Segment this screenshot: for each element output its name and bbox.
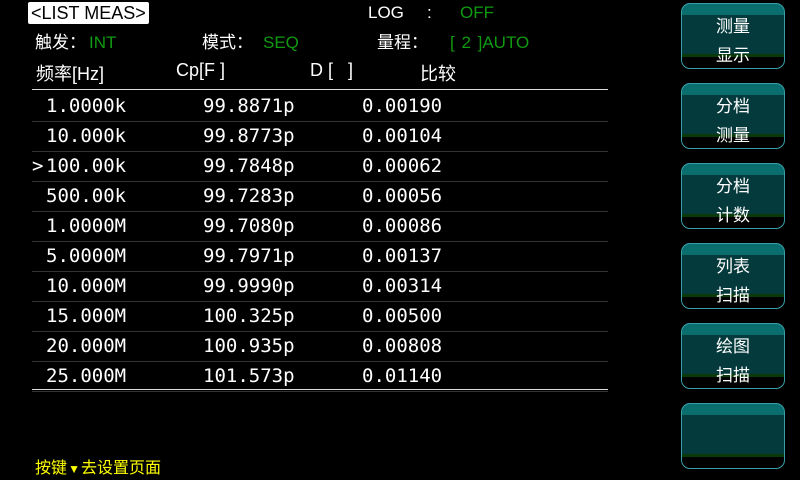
hint-suffix: 去设置页面	[81, 460, 162, 477]
page-title: <LIST MEAS>	[28, 2, 149, 24]
freq-cell: 1.0000M	[46, 215, 127, 237]
softkey-6[interactable]	[681, 403, 785, 469]
softkey-3[interactable]: 分档 计数	[681, 163, 785, 229]
col-freq: 频率[Hz]	[36, 64, 105, 84]
cp-cell: 101.573p	[203, 365, 295, 387]
log-value[interactable]: OFF	[460, 3, 494, 22]
table-row[interactable]: 5.0000M 99.7971p 0.00137	[32, 241, 608, 272]
freq-cell: 500.00k	[46, 185, 127, 207]
freq-cell: 25.000M	[46, 365, 127, 387]
freq-cell: 1.0000k	[46, 95, 127, 117]
softkey-line1: 分档	[716, 177, 750, 196]
cp-cell: 99.8773p	[203, 125, 295, 147]
softkey-line2: 测量	[716, 126, 750, 145]
softkey-4[interactable]: 列表 扫描	[681, 243, 785, 309]
table-bottom-divider	[32, 389, 608, 390]
cp-cell: 99.7848p	[203, 155, 295, 177]
cp-cell: 100.935p	[203, 335, 295, 357]
hint-text: 按键▼去设置页面	[35, 454, 161, 478]
table-row[interactable]: 25.000M 101.573p 0.01140	[32, 361, 608, 392]
table-row[interactable]: 10.000k 99.8773p 0.00104	[32, 121, 608, 152]
freq-cell: 100.00k	[46, 155, 127, 177]
table-row[interactable]: 500.00k 99.7283p 0.00056	[32, 181, 608, 212]
cp-cell: 99.7283p	[203, 185, 295, 207]
d-cell: 0.00062	[362, 155, 443, 177]
d-cell: 0.00086	[362, 215, 443, 237]
softkey-5[interactable]: 绘图 扫描	[681, 323, 785, 389]
mode-value[interactable]: SEQ	[263, 33, 299, 52]
d-cell: 0.00500	[362, 305, 443, 327]
softkey-1[interactable]: 测量 显示	[681, 3, 785, 69]
d-cell: 0.00808	[362, 335, 443, 357]
trigger-label: 触发：	[35, 33, 86, 52]
hint-prefix: 按键	[35, 460, 68, 477]
col-compare: 比较	[420, 64, 456, 84]
table-row[interactable]: 1.0000k 99.8871p 0.00190	[32, 91, 608, 122]
header-divider	[32, 89, 608, 90]
softkey-line1: 测量	[716, 17, 750, 36]
mode-label: 模式：	[202, 33, 253, 52]
freq-cell: 20.000M	[46, 335, 127, 357]
col-cp: Cp[F ]	[176, 60, 226, 80]
d-cell: 0.01140	[362, 365, 443, 387]
log-label: LOG	[368, 3, 404, 22]
softkey-line1: 绘图	[716, 337, 750, 356]
table-row[interactable]: 15.000M 100.325p 0.00500	[32, 301, 608, 332]
freq-cell: 5.0000M	[46, 245, 127, 267]
freq-cell: 10.000M	[46, 275, 127, 297]
selection-marker: >	[32, 155, 44, 177]
triangle-down-icon: ▼	[68, 462, 80, 476]
range-label: 量程：	[377, 33, 428, 52]
range-value[interactable]: [ 2 ]AUTO	[450, 33, 530, 52]
softkey-line1: 列表	[716, 257, 750, 276]
cp-cell: 99.8871p	[203, 95, 295, 117]
table-row[interactable]: 20.000M 100.935p 0.00808	[32, 331, 608, 362]
softkey-line1: 分档	[716, 97, 750, 116]
d-cell: 0.00056	[362, 185, 443, 207]
cp-cell: 100.325p	[203, 305, 295, 327]
softkey-line2: 计数	[716, 206, 750, 225]
d-cell: 0.00104	[362, 125, 443, 147]
table-row[interactable]: 10.000M 99.9990p 0.00314	[32, 271, 608, 302]
table-row[interactable]: >100.00k 99.7848p 0.00062	[32, 151, 608, 182]
d-cell: 0.00314	[362, 275, 443, 297]
log-sep: :	[427, 3, 432, 22]
freq-cell: 15.000M	[46, 305, 127, 327]
d-cell: 0.00137	[362, 245, 443, 267]
softkey-line2: 扫描	[716, 366, 750, 385]
cp-cell: 99.7971p	[203, 245, 295, 267]
cp-cell: 99.9990p	[203, 275, 295, 297]
table-row[interactable]: 1.0000M 99.7080p 0.00086	[32, 211, 608, 242]
cp-cell: 99.7080p	[203, 215, 295, 237]
softkey-line2: 扫描	[716, 286, 750, 305]
col-d: D [ ]	[310, 60, 354, 80]
trigger-value[interactable]: INT	[89, 33, 117, 52]
d-cell: 0.00190	[362, 95, 443, 117]
freq-cell: 10.000k	[46, 125, 127, 147]
softkey-line2: 显示	[716, 46, 750, 65]
softkey-2[interactable]: 分档 测量	[681, 83, 785, 149]
